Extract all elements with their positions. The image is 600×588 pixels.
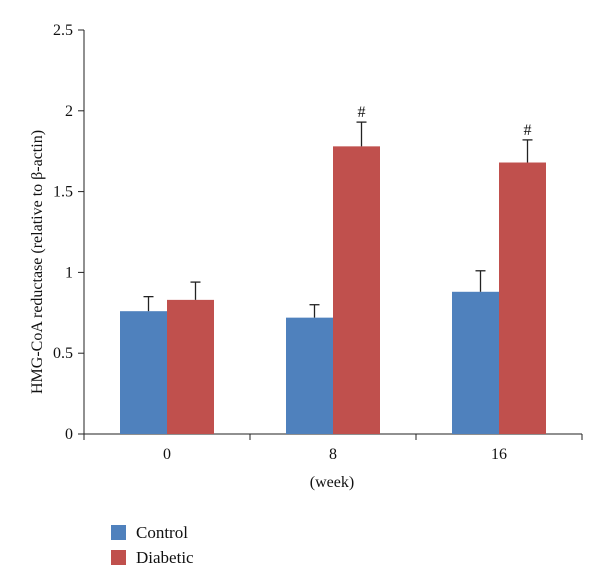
y-axis-title: HMG-CoA reductase (relative to β-actin) bbox=[29, 130, 46, 394]
legend-swatch-control bbox=[111, 525, 126, 540]
x-tick-label: 8 bbox=[329, 446, 337, 463]
bar-control bbox=[120, 311, 167, 434]
y-tick-label: 2.5 bbox=[53, 22, 73, 39]
plot-area: 0 0.5 1 1.5 2 2.5 0 8 #16 # bbox=[53, 22, 583, 463]
legend-label-control: Control bbox=[136, 522, 188, 542]
bar-diabetic bbox=[499, 162, 546, 434]
y-tick-label: 2 bbox=[65, 103, 73, 120]
legend-item-diabetic: Diabetic bbox=[111, 545, 194, 570]
legend-label-diabetic: Diabetic bbox=[136, 547, 194, 567]
legend-item-control: Control bbox=[111, 520, 194, 545]
significance-mark: # bbox=[524, 122, 532, 139]
x-tick-label: 0 bbox=[163, 446, 171, 463]
bar-diabetic bbox=[333, 146, 380, 435]
x-axis-title: (week) bbox=[310, 474, 354, 491]
bar-diabetic bbox=[167, 299, 214, 434]
y-tick-label: 0 bbox=[65, 426, 73, 443]
x-tick-label: 16 bbox=[491, 446, 507, 463]
legend: Control Diabetic bbox=[111, 520, 194, 570]
significance-mark: # bbox=[358, 104, 366, 121]
bar-control bbox=[286, 317, 333, 434]
y-axis-title-text: HMG-CoA reductase (relative to β-actin) bbox=[29, 130, 46, 394]
y-tick-label: 0.5 bbox=[53, 345, 73, 362]
legend-swatch-diabetic bbox=[111, 550, 126, 565]
y-tick-label: 1 bbox=[65, 264, 73, 281]
bar-control bbox=[452, 291, 499, 434]
y-tick-label: 1.5 bbox=[53, 184, 73, 201]
